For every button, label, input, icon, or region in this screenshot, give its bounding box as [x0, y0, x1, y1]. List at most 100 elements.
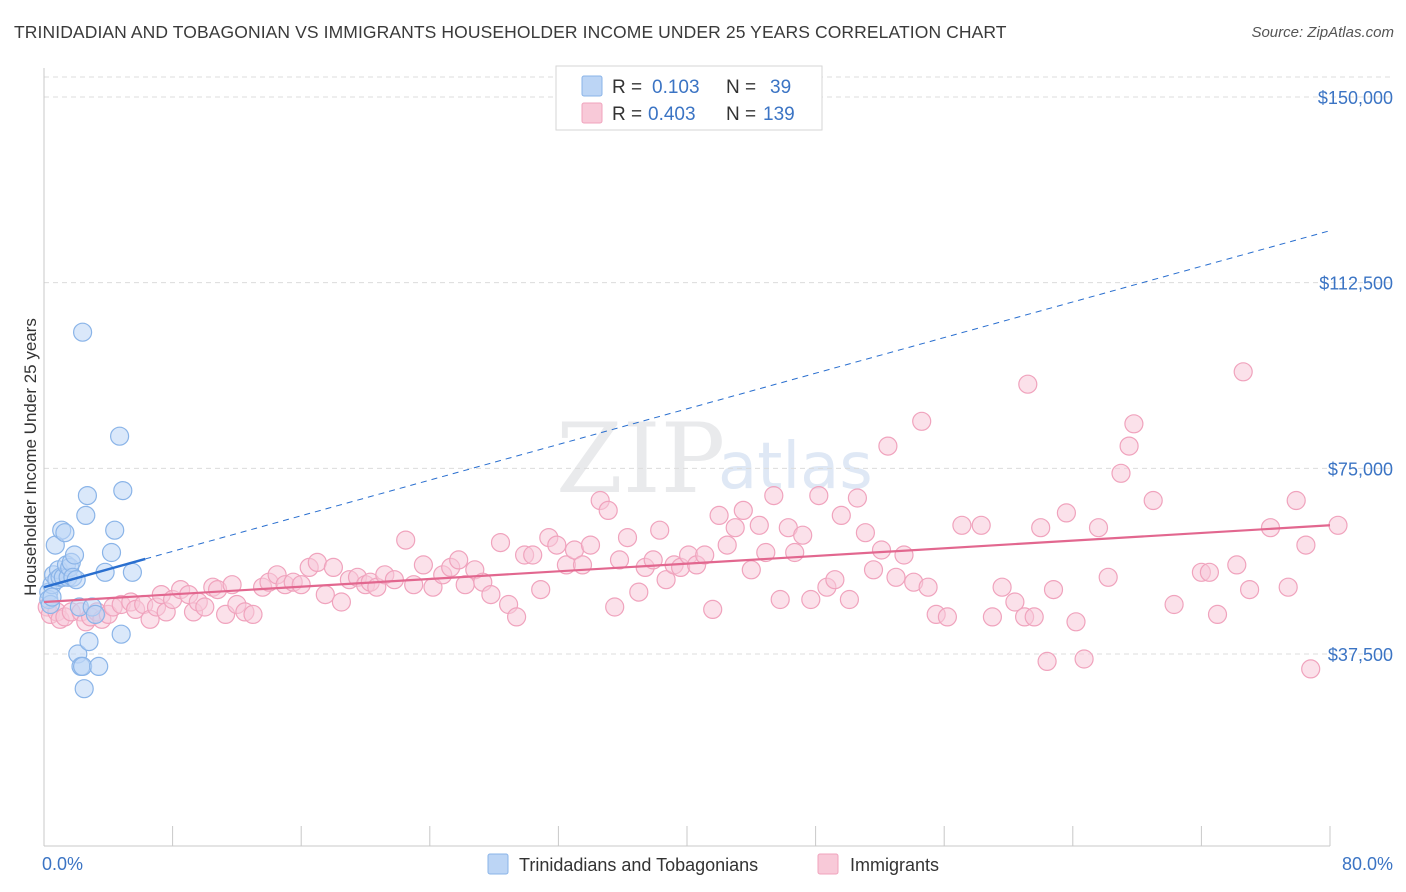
legend-r-label-0: R =	[612, 77, 642, 98]
bottom-legend-swatch-immigrants	[817, 853, 839, 875]
immigrants-trend-line	[43, 524, 1331, 604]
immigrants-point	[886, 567, 906, 587]
immigrants-point	[793, 525, 813, 545]
immigrants-point	[449, 550, 469, 570]
legend-n-value-1: 139	[763, 104, 795, 125]
immigrants-point	[918, 577, 938, 597]
immigrants-point	[598, 500, 618, 520]
immigrants-point	[1088, 518, 1109, 538]
trinidadians-point	[101, 542, 122, 563]
immigrants-point	[863, 560, 884, 580]
immigrants-point	[839, 589, 860, 610]
watermark-atlas: atlas	[718, 430, 873, 504]
trinidadians-trend-line	[43, 557, 146, 589]
immigrants-point	[1239, 579, 1260, 600]
immigrants-point	[481, 584, 501, 605]
x-axis-ticks	[43, 826, 1331, 846]
series-immigrants-points	[37, 362, 1348, 679]
legend-r-label-1: R =	[612, 104, 642, 125]
immigrants-point	[243, 604, 263, 625]
bottom-legend-label-immigrants: Immigrants	[850, 855, 939, 875]
trinidadians-point	[72, 656, 93, 677]
immigrants-point	[1301, 659, 1321, 679]
immigrants-point	[1018, 374, 1038, 394]
immigrants-point	[1066, 612, 1086, 632]
trinidadians-point	[122, 562, 142, 582]
y-tick-label: $150,000	[1318, 88, 1393, 108]
chart-title: TRINIDADIAN AND TOBAGONIAN VS IMMIGRANTS…	[14, 22, 1007, 42]
legend-n-label-1: N =	[726, 104, 756, 125]
y-axis-tick-labels: $37,500 $75,000 $112,500 $150,000	[1318, 88, 1393, 665]
bottom-legend-swatch-trinidadians	[487, 853, 509, 875]
legend-r-value-1: 0.403	[648, 104, 696, 125]
immigrants-point	[801, 589, 821, 610]
immigrants-point	[1233, 362, 1253, 382]
x-tick-label-min: 0.0%	[42, 854, 83, 874]
y-tick-label: $37,500	[1328, 645, 1393, 665]
immigrants-point	[1031, 518, 1051, 538]
immigrants-point	[222, 575, 242, 595]
immigrants-point	[1278, 577, 1298, 597]
watermark-zip: ZIP	[556, 403, 725, 515]
immigrants-point	[982, 607, 1003, 627]
series-legend: Trinidadians and Tobagonians Immigrants	[487, 853, 939, 875]
immigrants-point	[733, 500, 753, 520]
immigrants-point	[1164, 594, 1184, 615]
legend-swatch-immigrants	[581, 102, 603, 124]
immigrants-point	[490, 532, 511, 553]
immigrants-point	[717, 535, 737, 555]
immigrants-point	[523, 545, 543, 565]
y-axis-label: Householder Income Under 25 years	[21, 318, 40, 596]
immigrants-point	[847, 488, 868, 508]
immigrants-point	[937, 607, 958, 627]
legend-swatch-trinidadians	[581, 75, 603, 97]
immigrants-point	[413, 555, 433, 575]
immigrants-point	[307, 552, 327, 573]
immigrants-point	[1056, 503, 1077, 523]
immigrants-point	[1024, 607, 1044, 627]
trinidadians-point	[89, 656, 109, 677]
immigrants-point	[971, 515, 991, 535]
immigrants-point	[725, 518, 745, 538]
immigrants-point	[547, 535, 567, 555]
immigrants-point	[609, 550, 630, 570]
immigrants-point	[617, 527, 638, 548]
immigrants-point	[195, 597, 215, 617]
immigrants-point	[703, 599, 723, 620]
immigrants-point	[315, 584, 335, 605]
y-tick-label: $75,000	[1328, 459, 1393, 479]
immigrants-point	[1037, 651, 1057, 672]
immigrants-point	[741, 560, 761, 580]
trinidadians-point	[74, 679, 94, 699]
correlation-legend: R = 0.103 N = 39 R = 0.403 N = 139	[555, 65, 823, 131]
immigrants-point	[756, 542, 776, 563]
immigrants-point	[629, 582, 649, 602]
immigrants-point	[871, 540, 892, 560]
immigrants-point	[396, 530, 416, 550]
trinidadians-point	[105, 520, 125, 540]
immigrants-point	[331, 592, 351, 612]
immigrants-point	[1074, 649, 1094, 669]
trinidadians-point	[77, 486, 98, 506]
bottom-legend-label-trinidadians: Trinidadians and Tobagonians	[519, 855, 758, 875]
immigrants-point	[1227, 555, 1247, 575]
immigrants-point	[992, 577, 1012, 597]
immigrants-point	[1043, 579, 1064, 600]
immigrants-point	[1119, 436, 1139, 456]
immigrants-point	[1296, 535, 1316, 555]
immigrants-point	[749, 515, 769, 535]
source-credit: Source: ZipAtlas.com	[1251, 24, 1394, 41]
immigrants-point	[894, 545, 914, 565]
immigrants-point	[1005, 592, 1025, 612]
immigrants-point	[825, 570, 845, 590]
trinidadians-point	[111, 624, 131, 644]
series-trinidadians-points	[39, 322, 142, 699]
trinidadians-point	[64, 545, 85, 565]
gridlines	[44, 76, 1394, 655]
immigrants-point	[656, 570, 676, 590]
trinidadians-point	[55, 523, 75, 543]
immigrants-point	[912, 411, 932, 431]
immigrants-point	[580, 535, 601, 555]
trinidadians-point	[109, 426, 130, 446]
immigrants-point	[605, 597, 625, 617]
